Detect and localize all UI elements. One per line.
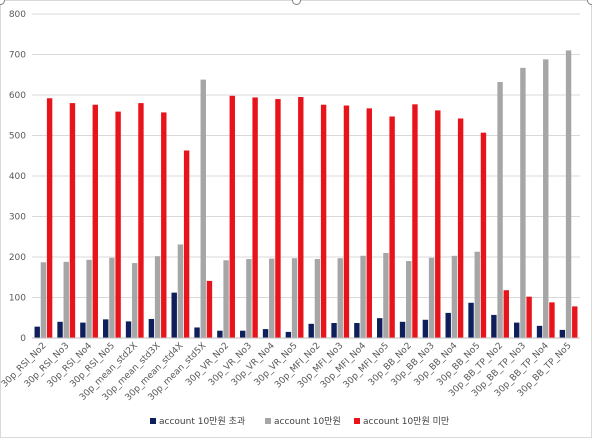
bar-series-2 xyxy=(177,244,184,338)
bar-series-3 xyxy=(389,116,395,338)
y-tick-label: 200 xyxy=(9,253,26,263)
bar-series-2 xyxy=(40,262,47,338)
bar-series-1 xyxy=(377,318,383,338)
bar-series-2 xyxy=(474,251,480,338)
bar-series-2 xyxy=(246,259,252,338)
y-tick-label: 0 xyxy=(20,334,26,344)
y-tick-label: 300 xyxy=(9,213,26,223)
bar-series-3 xyxy=(275,99,281,338)
bar-series-2 xyxy=(86,259,92,338)
bar-series-1 xyxy=(217,330,223,338)
y-tick-label: 600 xyxy=(9,91,26,101)
resize-handle-top-left[interactable] xyxy=(0,0,5,5)
bar-series-3 xyxy=(206,280,213,338)
bar-series-1 xyxy=(262,329,269,338)
x-axis-tick-labels: 30p_RSI_No230p_RSI_No330p_RSI_No430p_RSI… xyxy=(0,341,574,403)
resize-handle-top-right[interactable] xyxy=(587,0,592,5)
resize-handle-top-center[interactable] xyxy=(292,0,301,5)
bar-series-2 xyxy=(428,257,435,338)
bar-series-1 xyxy=(422,319,429,338)
bar-series-1 xyxy=(468,302,474,338)
bar-series-1 xyxy=(148,318,155,338)
bar-series-1 xyxy=(34,326,40,338)
bar-series-1 xyxy=(125,321,132,338)
bar-series-2 xyxy=(314,259,321,338)
bar-series-1 xyxy=(285,331,292,338)
bar-series-1 xyxy=(399,321,406,338)
bar-series-1 xyxy=(80,322,86,338)
bar-series-1 xyxy=(514,322,520,338)
bar-series-3 xyxy=(138,103,144,338)
legend: account 10만원 초과 account 10만원 account 10만원 … xyxy=(150,416,449,427)
bar-series-2 xyxy=(63,261,69,338)
bar-series-3 xyxy=(69,103,76,338)
y-tick-label: 400 xyxy=(9,172,26,182)
bar-series-2 xyxy=(200,79,206,339)
bar-series-3 xyxy=(549,302,555,338)
bar-series-1 xyxy=(194,327,200,338)
y-tick-label: 100 xyxy=(9,294,26,304)
legend-label-2: account 10만원 xyxy=(274,416,341,427)
y-axis-tick-labels: 0 100 200 300 400 500 600 700 800 xyxy=(9,10,26,344)
bar-series-1 xyxy=(354,323,360,338)
bar-series-2 xyxy=(383,252,389,338)
legend-swatch-3 xyxy=(354,418,360,424)
bar-series-1 xyxy=(171,292,177,338)
y-tick-label: 800 xyxy=(9,10,26,20)
bar-series-2 xyxy=(109,257,115,338)
bar-series-3 xyxy=(229,95,235,338)
bars xyxy=(34,50,578,339)
legend-swatch-1 xyxy=(150,418,156,424)
bar-series-3 xyxy=(320,104,327,338)
bar-series-3 xyxy=(526,296,532,338)
bar-series-2 xyxy=(360,255,366,338)
bar-series-2 xyxy=(291,258,298,338)
bar-series-1 xyxy=(57,321,63,338)
bar-series-2 xyxy=(337,258,343,338)
bar-series-2 xyxy=(543,59,549,339)
bar-series-2 xyxy=(269,258,275,338)
bar-series-2 xyxy=(451,255,458,338)
legend-label-1: account 10만원 초과 xyxy=(159,416,245,427)
bar-series-2 xyxy=(565,50,572,338)
bar-series-1 xyxy=(491,314,497,338)
bar-series-3 xyxy=(183,150,190,338)
bar-series-1 xyxy=(308,323,314,338)
bar-series-3 xyxy=(435,110,441,338)
bar-series-1 xyxy=(240,330,246,338)
bar-series-3 xyxy=(480,132,487,338)
bar-series-1 xyxy=(445,312,451,338)
bar-series-3 xyxy=(115,111,121,338)
gridlines xyxy=(32,13,580,298)
bar-series-2 xyxy=(132,263,138,338)
bar-series-3 xyxy=(298,97,304,339)
bar-series-3 xyxy=(252,97,258,339)
bar-series-3 xyxy=(457,118,464,339)
bar-series-3 xyxy=(572,306,578,338)
bar-series-1 xyxy=(103,319,109,338)
bar-series-3 xyxy=(366,108,372,339)
bar-series-3 xyxy=(343,105,350,338)
legend-swatch-2 xyxy=(265,418,271,424)
bar-series-3 xyxy=(161,112,167,338)
bar-series-2 xyxy=(154,256,161,338)
y-tick-label: 700 xyxy=(9,51,26,61)
bar-series-2 xyxy=(520,67,526,339)
bar-series-1 xyxy=(536,325,543,338)
bar-series-1 xyxy=(559,329,566,338)
bar-series-3 xyxy=(46,98,53,339)
bar-series-1 xyxy=(331,323,337,338)
bar-series-3 xyxy=(412,104,418,338)
y-tick-label: 500 xyxy=(9,132,26,142)
bar-series-2 xyxy=(406,261,412,338)
bar-series-2 xyxy=(223,260,229,338)
bar-series-2 xyxy=(497,82,503,338)
legend-label-3: account 10만원 미만 xyxy=(363,416,449,427)
bar-series-3 xyxy=(92,104,98,338)
bar-series-3 xyxy=(503,290,509,338)
